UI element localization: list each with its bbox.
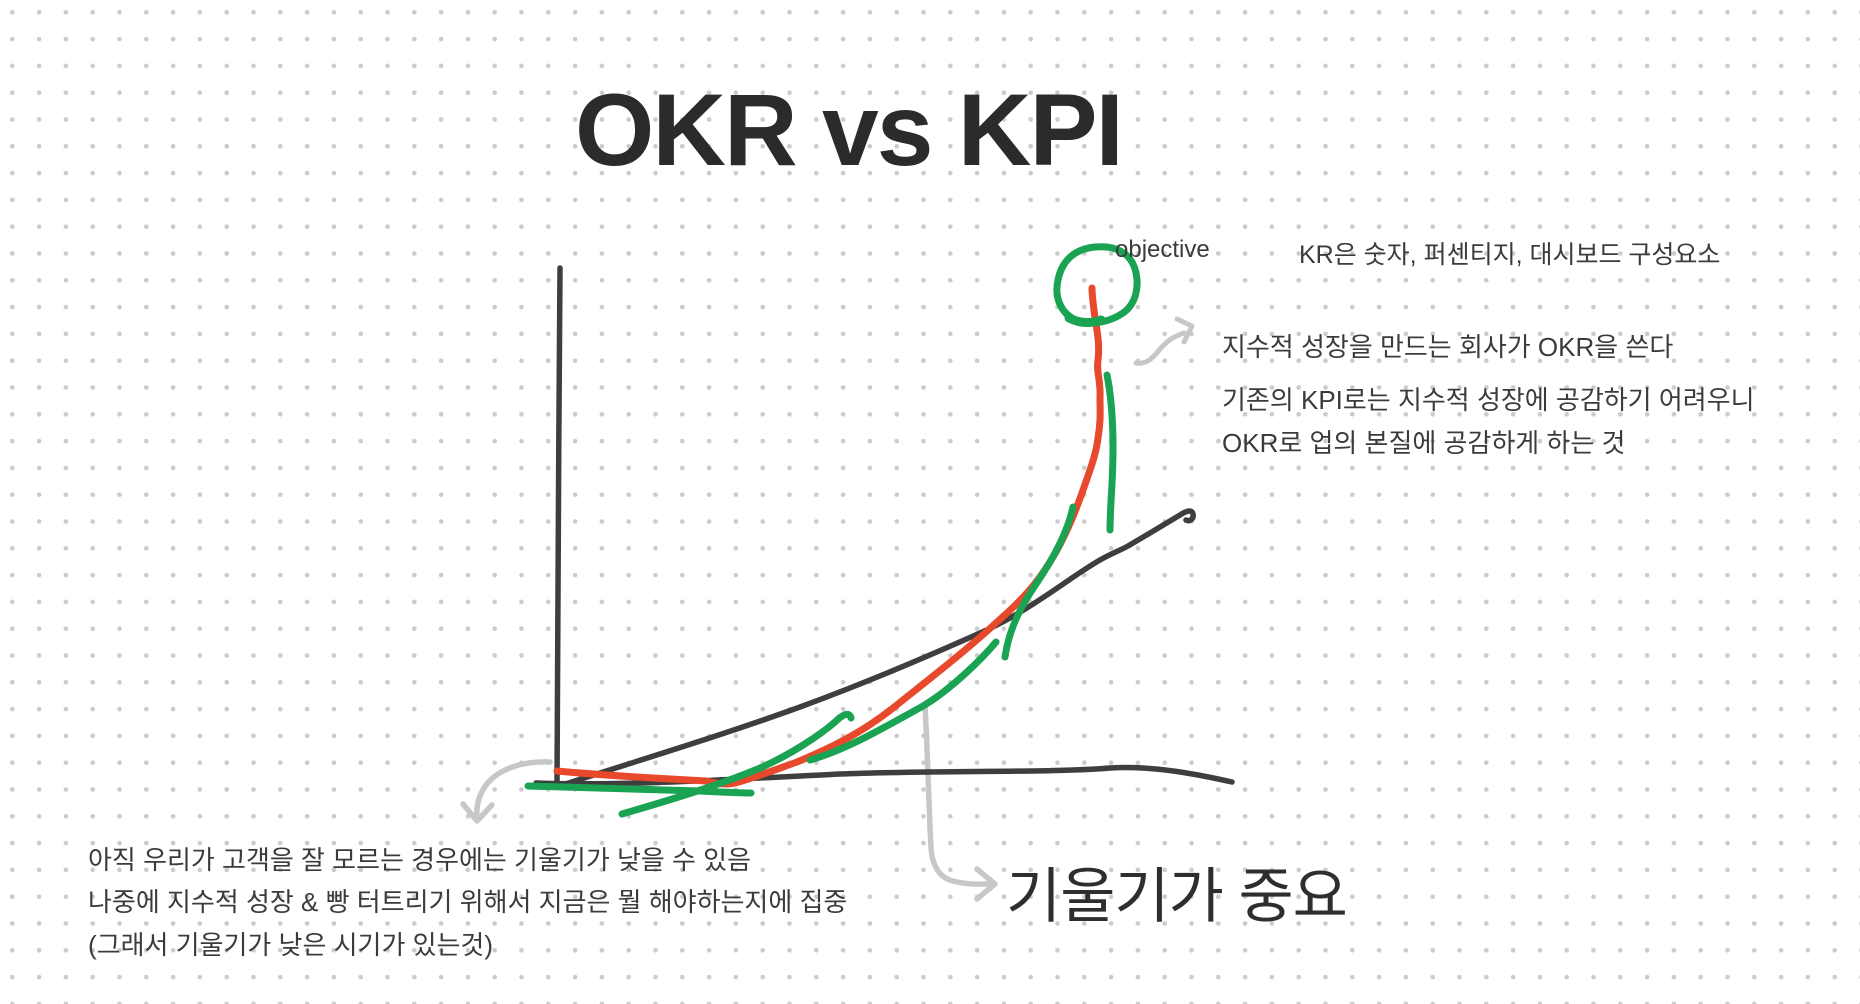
- arrow-to-slope-title[interactable]: [922, 703, 998, 902]
- slope-emphasis-title[interactable]: 기울기가 중요: [1006, 863, 1348, 930]
- early-stage-note-line1[interactable]: 아직 우리가 고객을 잘 모르는 경우에는 기울기가 낮을 수 있음: [88, 845, 752, 875]
- arrow-to-growth-note-stem[interactable]: [1133, 330, 1187, 366]
- green-mid-rising-stroke[interactable]: [806, 638, 1000, 764]
- diagram-title[interactable]: OKR vs KPI: [575, 73, 1124, 187]
- arrow-to-origin-head: [460, 801, 495, 824]
- axes-and-kpi-lines: [533, 265, 1235, 790]
- kpi-linear-line[interactable]: [553, 508, 1196, 790]
- objective-circle[interactable]: [1053, 243, 1141, 327]
- arrow-to-growth-note-head: [1174, 316, 1195, 345]
- green-steep-stroke[interactable]: [1001, 503, 1077, 661]
- arrow-to-growth-note[interactable]: [1133, 316, 1195, 366]
- early-stage-note-line3[interactable]: (그래서 기울기가 낮은 시기가 있는것): [88, 930, 494, 960]
- kr-note-text[interactable]: KR은 숫자, 퍼센티지, 대시보드 구성요소: [1299, 241, 1721, 269]
- x-baseline-line[interactable]: [533, 764, 1235, 787]
- green-annotation-strokes: [524, 243, 1141, 818]
- objective-label[interactable]: objective: [1115, 236, 1210, 263]
- green-baseline-stroke[interactable]: [524, 782, 755, 797]
- arrow-to-origin-stem[interactable]: [474, 759, 553, 820]
- growth-note-text[interactable]: 지수적 성장을 만드는 회사가 OKR을 쓴다: [1222, 332, 1674, 362]
- arrow-to-slope-title-head: [974, 866, 998, 902]
- arrow-to-slope-title-stem[interactable]: [922, 703, 995, 887]
- kpi-note-line1[interactable]: 기존의 KPI로는 지수적 성장에 공감하기 어려우니: [1222, 385, 1755, 415]
- green-vertical-stroke[interactable]: [1103, 371, 1117, 534]
- early-stage-note-line2[interactable]: 나중에 지수적 성장 & 빵 터트리기 위해서 지금은 뭘 해야하는지에 집중: [88, 887, 848, 917]
- y-axis-line[interactable]: [554, 265, 563, 788]
- objective-circle-overlap: [1064, 313, 1106, 327]
- okr-exponential-curve[interactable]: [553, 284, 1104, 788]
- green-rising-hook-stroke[interactable]: [618, 710, 855, 818]
- arrow-to-origin[interactable]: [460, 759, 553, 824]
- kpi-note-line2[interactable]: OKR로 업의 본질에 공감하게 하는 것: [1222, 428, 1626, 458]
